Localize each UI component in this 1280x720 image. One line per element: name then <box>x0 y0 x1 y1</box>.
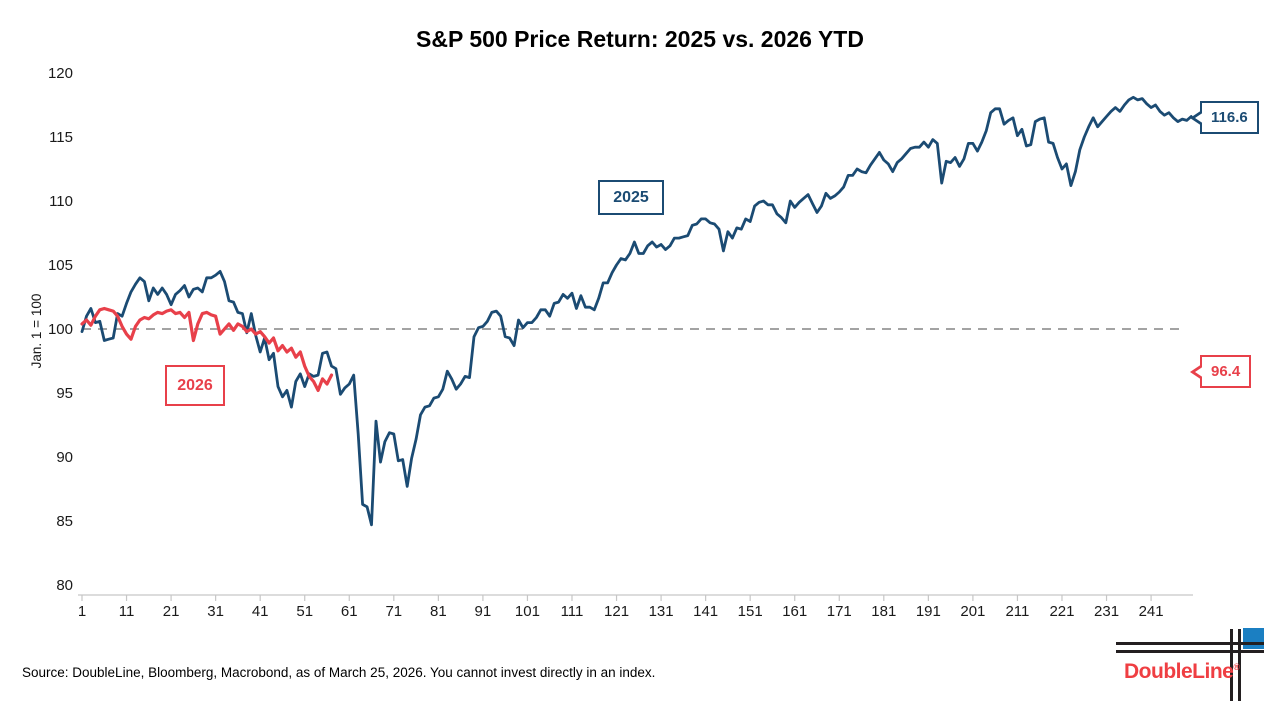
y-axis-tick-label: 95 <box>56 385 73 402</box>
x-axis-tick-label: 101 <box>515 603 540 620</box>
x-axis-tick-label: 111 <box>561 603 584 620</box>
x-axis-tick-label: 191 <box>916 603 941 620</box>
y-axis-tick-label: 85 <box>56 513 73 530</box>
line-2025 <box>80 95 1193 527</box>
x-axis-tick-label: 61 <box>341 603 358 620</box>
y-axis-tick-label: 100 <box>48 321 73 338</box>
end-value-callout-2025: 116.6 <box>1200 101 1259 134</box>
x-axis-tick-label: 81 <box>430 603 447 620</box>
x-axis-tick-label: 141 <box>693 603 718 620</box>
logo-wordmark: DoubleLine® <box>1124 660 1240 683</box>
source-note: Source: DoubleLine, Bloomberg, Macrobond… <box>22 665 656 680</box>
logo-blue-square <box>1243 628 1264 649</box>
x-axis-tick-label: 21 <box>163 603 180 620</box>
x-axis-tick-label: 41 <box>252 603 269 620</box>
x-axis-tick-label: 171 <box>827 603 852 620</box>
logo-horizontal-line <box>1116 642 1264 645</box>
x-axis-tick-label: 131 <box>649 603 674 620</box>
x-axis-tick-label: 211 <box>1005 603 1029 620</box>
y-axis-tick-label: 105 <box>48 257 73 274</box>
x-axis-tick-label: 91 <box>475 603 492 620</box>
chart-title: S&P 500 Price Return: 2025 vs. 2026 YTD <box>416 26 864 52</box>
y-axis-tick-label: 120 <box>48 65 73 82</box>
logo-vertical-line <box>1230 629 1233 701</box>
logo-vertical-line <box>1238 629 1241 701</box>
registered-mark: ® <box>1233 662 1240 672</box>
x-axis-tick-label: 241 <box>1139 603 1164 620</box>
y-axis-tick-label: 90 <box>56 449 73 466</box>
y-axis-tick-label: 115 <box>49 129 73 146</box>
x-axis-tick-label: 1 <box>78 603 86 620</box>
line-2026 <box>80 306 334 392</box>
y-axis-tick-label: 110 <box>49 193 73 210</box>
series-label-2025: 2025 <box>598 180 664 215</box>
logo-horizontal-line <box>1116 650 1264 653</box>
series-label-2026: 2026 <box>165 365 225 406</box>
x-axis-tick-label: 161 <box>782 603 807 620</box>
x-axis-tick-label: 181 <box>871 603 896 620</box>
x-axis-tick-label: 51 <box>296 603 313 620</box>
y-axis-tick-label: 80 <box>56 577 73 594</box>
doubleline-logo: DoubleLine® <box>1110 618 1274 716</box>
x-axis-tick-label: 201 <box>960 603 985 620</box>
x-axis-tick-label: 11 <box>119 603 135 620</box>
x-axis-tick-label: 231 <box>1094 603 1119 620</box>
x-axis-tick-label: 221 <box>1049 603 1074 620</box>
x-axis-tick-label: 151 <box>738 603 763 620</box>
x-axis-tick-label: 71 <box>385 603 402 620</box>
end-value-callout-2026: 96.4 <box>1200 355 1252 388</box>
x-axis-tick-label: 31 <box>207 603 224 620</box>
x-axis-tick-label: 121 <box>604 603 629 620</box>
